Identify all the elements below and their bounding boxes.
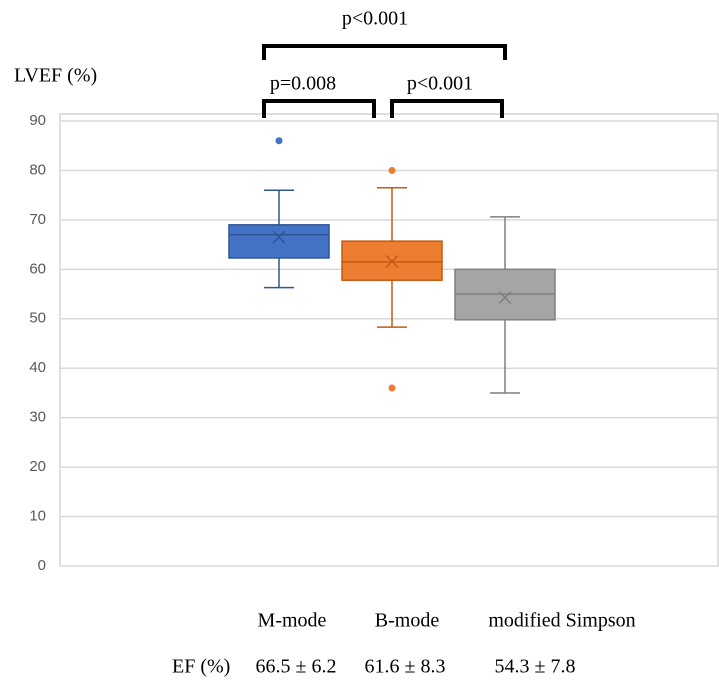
x-tick-label: modified Simpson bbox=[488, 610, 635, 632]
summary-label: 54.3 ± 7.8 bbox=[495, 656, 576, 678]
plot-frame bbox=[59, 113, 719, 567]
y-tick-label: 40 bbox=[29, 359, 46, 376]
mean-marker bbox=[385, 254, 399, 268]
y-tick-label: 70 bbox=[29, 211, 46, 228]
y-tick-label: 80 bbox=[29, 161, 46, 178]
mean-marker bbox=[498, 290, 512, 305]
y-tick-label: 30 bbox=[29, 409, 46, 426]
y-axis-label: LVEF (%) bbox=[14, 65, 97, 87]
box bbox=[228, 224, 330, 259]
y-tick-label: 0 bbox=[38, 557, 46, 574]
summary-label: 61.6 ± 8.3 bbox=[365, 656, 446, 678]
y-tick-label: 90 bbox=[29, 112, 46, 129]
p-value: p<0.001 bbox=[342, 8, 408, 30]
summary-label: 66.5 ± 6.2 bbox=[256, 656, 337, 678]
significance-bracket bbox=[390, 99, 504, 118]
significance-bracket bbox=[262, 99, 376, 118]
x-tick-label: M-mode bbox=[258, 610, 327, 632]
x-tick-label: B-mode bbox=[375, 610, 440, 632]
outlier bbox=[388, 384, 396, 392]
y-tick-label: 50 bbox=[29, 310, 46, 327]
p-value: p=0.008 bbox=[270, 73, 336, 95]
mean-marker bbox=[272, 230, 286, 244]
outlier bbox=[275, 137, 283, 145]
y-tick-label: 60 bbox=[29, 260, 46, 277]
box bbox=[341, 240, 443, 281]
y-tick-label: 20 bbox=[29, 458, 46, 475]
summary-title: EF (%) bbox=[172, 656, 230, 678]
significance-bracket bbox=[262, 44, 507, 60]
outlier bbox=[388, 166, 396, 174]
p-value: p<0.001 bbox=[407, 73, 473, 95]
y-tick-label: 10 bbox=[29, 508, 46, 525]
